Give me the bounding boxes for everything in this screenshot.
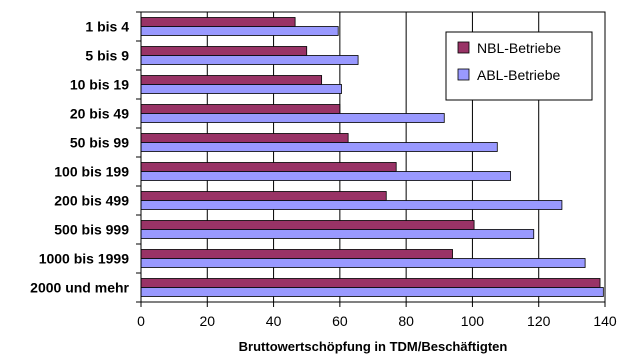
bar-nbl-9 (140, 278, 601, 288)
x-axis-title: Bruttowertschöpfung in TDM/Beschäftigten (239, 339, 508, 354)
x-tick-label-3: 60 (332, 313, 348, 329)
bar-nbl-0 (140, 17, 296, 27)
tick-labels: 0 20 40 60 80 100 120 140 (137, 313, 617, 329)
x-tick-label-4: 80 (398, 313, 414, 329)
x-tick-label-1: 20 (199, 313, 215, 329)
bars (140, 17, 604, 297)
bar-abl-0 (140, 26, 339, 36)
category-label-9: 2000 und mehr (30, 280, 129, 296)
bar-nbl-3 (140, 104, 341, 114)
x-tick-label-7: 140 (593, 313, 617, 329)
legend-label-1: ABL-Betriebe (477, 67, 560, 83)
category-label-3: 20 bis 49 (70, 106, 129, 122)
bar-abl-2 (140, 84, 342, 94)
bar-nbl-2 (140, 75, 323, 85)
bar-abl-6 (140, 200, 563, 210)
category-label-4: 50 bis 99 (70, 135, 129, 151)
legend-swatch-1 (457, 68, 470, 81)
bar-abl-3 (140, 113, 445, 123)
legend-box (445, 31, 593, 101)
legend: NBL-Betriebe ABL-Betriebe (445, 31, 593, 101)
bar-abl-9 (140, 287, 604, 297)
bar-abl-8 (140, 258, 586, 268)
bar-nbl-5 (140, 162, 397, 172)
legend-label-0: NBL-Betriebe (477, 40, 561, 56)
bar-nbl-1 (140, 46, 308, 56)
x-tick-label-5: 100 (461, 313, 485, 329)
category-label-6: 200 bis 499 (54, 193, 129, 209)
category-label-2: 10 bis 19 (70, 77, 129, 93)
bar-nbl-7 (140, 220, 475, 230)
x-tick-label-6: 120 (527, 313, 551, 329)
legend-swatch-0 (457, 41, 470, 54)
x-tick-label-2: 40 (266, 313, 282, 329)
bar-abl-4 (140, 142, 498, 152)
x-tick-label-0: 0 (137, 313, 145, 329)
category-label-8: 1000 bis 1999 (39, 251, 130, 267)
category-labels: 1 bis 4 5 bis 9 10 bis 19 20 bis 49 50 bis 9… (30, 19, 129, 296)
bar-abl-5 (140, 171, 511, 181)
category-label-7: 500 bis 999 (54, 222, 129, 238)
category-label-0: 1 bis 4 (85, 19, 129, 35)
bar-nbl-4 (140, 133, 349, 143)
bar-nbl-8 (140, 249, 453, 259)
category-label-5: 100 bis 199 (54, 164, 129, 180)
category-label-1: 5 bis 9 (85, 48, 129, 64)
bar-abl-1 (140, 55, 359, 65)
axes (136, 11, 606, 307)
bar-abl-7 (140, 229, 535, 239)
bar-nbl-6 (140, 191, 387, 201)
